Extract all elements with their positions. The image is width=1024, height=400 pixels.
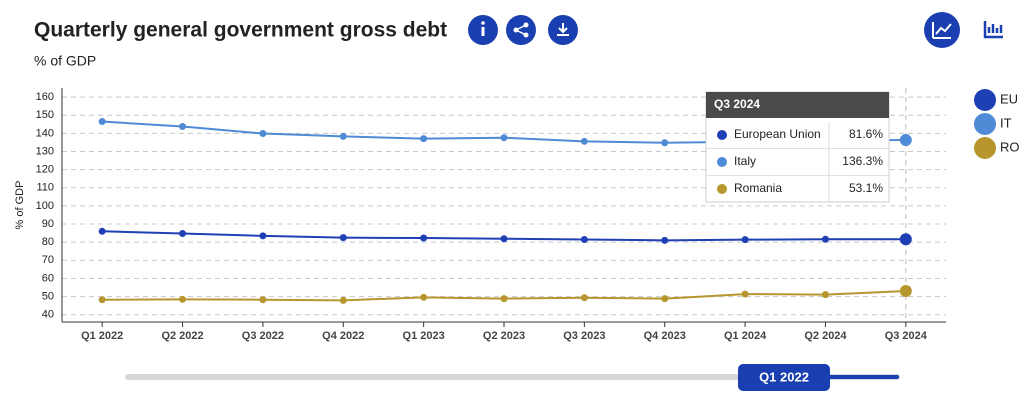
data-point (179, 122, 187, 130)
y-tick-label: 50 (42, 291, 54, 303)
share-button[interactable] (506, 15, 536, 45)
data-point (259, 130, 267, 138)
data-point (98, 118, 106, 126)
y-tick-label: 140 (36, 127, 54, 139)
data-point (420, 135, 428, 143)
tooltip-value: 136.3% (842, 154, 883, 168)
data-point (899, 284, 912, 297)
data-point (98, 227, 106, 235)
tooltip-header (706, 92, 889, 118)
legend-marker (974, 89, 996, 111)
data-point (339, 234, 347, 242)
tooltip: Q3 2024 European Union 81.6% Italy 136.3% Rom… (705, 91, 890, 203)
y-tick-label: 160 (36, 91, 54, 103)
y-tick-label: 90 (42, 218, 54, 230)
chart-subtitle: % of GDP (34, 53, 96, 69)
legend-label: RO (1000, 139, 1020, 154)
data-point (741, 290, 749, 298)
tooltip-title: Q3 2024 (714, 97, 760, 111)
data-point (500, 134, 508, 142)
y-axis-label: % of GDP (14, 181, 26, 230)
chart-title: Quarterly general government gross debt (34, 19, 447, 42)
y-tick-label: 60 (42, 272, 54, 284)
data-point (500, 295, 508, 303)
y-tick-label: 130 (36, 145, 54, 157)
x-tick-label: Q1 2024 (724, 330, 767, 342)
legend-marker (974, 137, 996, 159)
x-tick-label: Q3 2022 (242, 330, 284, 342)
data-point (500, 235, 508, 243)
tooltip-marker (717, 184, 727, 194)
data-point (420, 234, 428, 242)
data-point (821, 291, 829, 299)
tooltip-value: 81.6% (849, 127, 883, 141)
data-point (580, 235, 588, 243)
tooltip-value: 53.1% (849, 181, 883, 195)
data-point (661, 295, 669, 303)
line-chart-button[interactable] (924, 12, 960, 48)
data-point (259, 232, 267, 240)
x-tick-label: Q3 2023 (563, 330, 605, 342)
tooltip-marker (717, 130, 727, 140)
legend-label: IT (1000, 115, 1012, 130)
data-point (580, 294, 588, 302)
data-point (420, 293, 428, 301)
download-button[interactable] (548, 15, 578, 45)
data-point (339, 132, 347, 140)
data-point (899, 134, 912, 147)
data-point (339, 296, 347, 304)
data-point (899, 233, 912, 246)
y-tick-label: 70 (42, 254, 54, 266)
data-point (98, 296, 106, 304)
tooltip-marker (717, 157, 727, 167)
x-tick-label: Q1 2022 (81, 330, 123, 342)
plot-area: 40 50 60 70 80 90 100 110 120 130 140 150 160 Q1 2022… (36, 88, 946, 342)
y-tick-label: 80 (42, 236, 54, 248)
bar-chart-button[interactable] (983, 21, 1003, 39)
tooltip-series: Romania (734, 181, 782, 195)
y-tick-label: 100 (36, 200, 54, 212)
x-tick-label: Q2 2024 (804, 330, 847, 342)
tooltip-series: Italy (734, 154, 756, 168)
legend-label: EU (1000, 91, 1018, 106)
y-tick-label: 110 (36, 182, 54, 194)
x-tick-label: Q1 2023 (403, 330, 445, 342)
slider-label: Q1 2022 (759, 369, 809, 384)
x-tick-label: Q4 2023 (644, 330, 686, 342)
x-tick-label: Q4 2022 (322, 330, 364, 342)
data-point (259, 296, 267, 304)
data-point (179, 295, 187, 303)
info-button[interactable] (468, 15, 498, 45)
tooltip-series: European Union (734, 127, 821, 141)
x-tick-label: Q2 2023 (483, 330, 525, 342)
x-tick-label: Q3 2024 (885, 330, 928, 342)
data-point (661, 236, 669, 244)
data-point (580, 137, 588, 145)
data-point (741, 236, 749, 244)
y-tick-label: 40 (42, 309, 54, 321)
data-point (661, 139, 669, 147)
range-slider[interactable]: Q1 2022 (125, 364, 900, 391)
y-tick-label: 150 (36, 109, 54, 121)
x-tick-label: Q2 2022 (161, 330, 203, 342)
legend-marker (974, 113, 996, 135)
y-tick-label: 120 (36, 164, 54, 176)
data-point (179, 229, 187, 237)
data-point (821, 235, 829, 243)
